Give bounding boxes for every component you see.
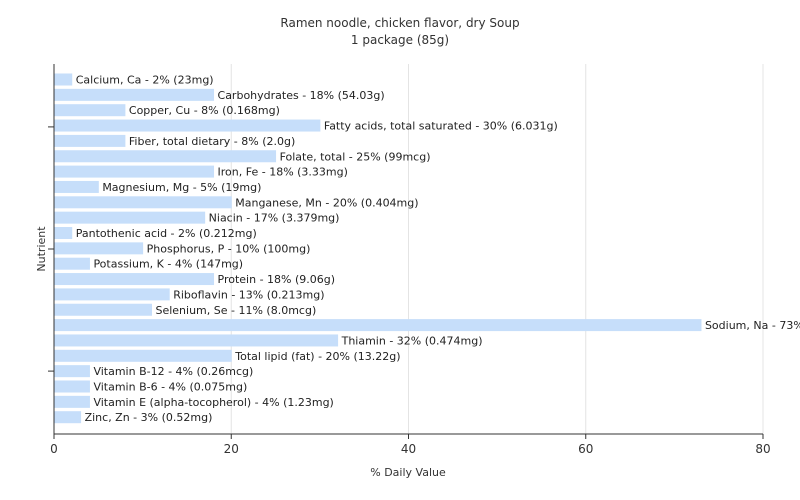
bar [54, 273, 215, 286]
x-tick-label: 40 [401, 442, 416, 456]
x-tick-label: 60 [578, 442, 593, 456]
bar [54, 73, 73, 86]
bar-label: Potassium, K - 4% (147mg) [93, 258, 243, 271]
bar-label: Copper, Cu - 8% (0.168mg) [129, 104, 280, 117]
bar [54, 380, 90, 393]
bar [54, 180, 99, 193]
bar [54, 165, 215, 178]
bar-label: Fatty acids, total saturated - 30% (6.03… [324, 120, 558, 133]
bar [54, 257, 90, 270]
bar-label: Vitamin B-12 - 4% (0.26mcg) [93, 365, 253, 378]
x-tick-label: 20 [224, 442, 239, 456]
bar-label: Vitamin E (alpha-tocopherol) - 4% (1.23m… [93, 396, 333, 409]
bar-label: Total lipid (fat) - 20% (13.22g) [234, 350, 400, 363]
chart-title: Ramen noodle, chicken flavor, dry Soup [280, 16, 519, 30]
bar [54, 88, 215, 101]
bar [54, 303, 152, 316]
bar-label: Selenium, Se - 11% (8.0mcg) [155, 304, 316, 317]
grid-lines [230, 64, 764, 434]
bar-label: Calcium, Ca - 2% (23mg) [76, 74, 214, 87]
x-tick-label: 80 [755, 442, 770, 456]
bar-label: Magnesium, Mg - 5% (19mg) [102, 181, 261, 194]
bar [54, 349, 232, 362]
bar-label: Niacin - 17% (3.379mg) [209, 212, 340, 225]
bar [54, 288, 170, 301]
bar-label: Fiber, total dietary - 8% (2.0g) [129, 135, 295, 148]
bar [54, 211, 206, 224]
bar-label: Sodium, Na - 73% (1760mg) [705, 319, 800, 332]
bar [54, 411, 82, 424]
bar [54, 242, 144, 255]
bar [54, 365, 90, 378]
bar [54, 119, 321, 132]
bar [54, 150, 277, 163]
bar-label: Manganese, Mn - 20% (0.404mg) [235, 196, 418, 209]
bar-label: Protein - 18% (9.06g) [218, 273, 336, 286]
x-axis-label: % Daily Value [370, 466, 446, 479]
bar-label: Folate, total - 25% (99mcg) [280, 150, 431, 163]
x-tick-label: 0 [50, 442, 58, 456]
bar [54, 319, 702, 332]
bar-label: Carbohydrates - 18% (54.03g) [218, 89, 385, 102]
chart-subtitle: 1 package (85g) [351, 33, 449, 47]
bar [54, 227, 73, 239]
bar-label: Zinc, Zn - 3% (0.52mg) [85, 411, 213, 424]
bar-label: Vitamin B-6 - 4% (0.075mg) [93, 381, 247, 394]
bar-label: Phosphorus, P - 10% (100mg) [147, 242, 311, 255]
bar [54, 196, 232, 209]
bar-label: Riboflavin - 13% (0.213mg) [173, 288, 324, 301]
bars: Calcium, Ca - 2% (23mg) Carbohydrates - 1… [54, 73, 800, 424]
bar [54, 334, 339, 347]
axes: 0 20 40 60 80 [48, 64, 771, 456]
bar-label: Pantothenic acid - 2% (0.212mg) [76, 227, 257, 240]
y-axis-label: Nutrient [35, 226, 48, 272]
bar [54, 134, 126, 147]
bar-label: Iron, Fe - 18% (3.33mg) [218, 166, 348, 179]
bar [54, 395, 90, 408]
bar [54, 104, 126, 117]
bar-label: Thiamin - 32% (0.474mg) [341, 334, 483, 347]
